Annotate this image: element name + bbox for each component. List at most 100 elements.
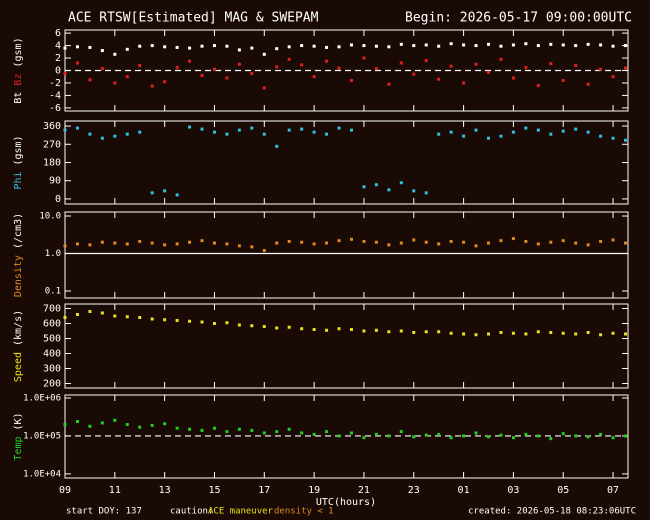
data-point (275, 144, 279, 148)
data-point (163, 80, 167, 84)
data-point (599, 67, 603, 71)
data-point (511, 436, 515, 440)
data-point (100, 311, 104, 315)
data-point (586, 243, 590, 247)
data-point (75, 126, 79, 130)
data-point (188, 59, 192, 63)
data-point (225, 44, 229, 48)
data-point (88, 424, 92, 428)
data-point (188, 240, 192, 244)
y-tick-label: 0.1 (45, 286, 61, 296)
y-tick-label: 0 (55, 194, 61, 205)
data-point (312, 130, 316, 134)
data-point (349, 237, 353, 241)
data-point (536, 330, 540, 334)
x-axis-label: UTC(hours) (316, 497, 376, 508)
y-axis-series-name: Speed (13, 352, 24, 382)
data-point (536, 242, 540, 246)
data-point (586, 82, 590, 86)
y-tick-label: 600 (43, 319, 61, 330)
data-point (225, 76, 229, 80)
y-axis-series-name: Bt (13, 92, 24, 104)
data-point (225, 242, 229, 246)
data-point (300, 44, 304, 48)
data-point (212, 67, 216, 71)
data-point (474, 128, 478, 132)
data-point (100, 67, 104, 71)
data-point (287, 325, 291, 329)
data-point (75, 313, 79, 316)
caution-maneuver: ACE maneuver (208, 507, 274, 517)
y-tick-label: 270 (43, 139, 61, 150)
data-point (212, 44, 216, 48)
data-point (574, 44, 578, 48)
data-point (437, 44, 441, 48)
data-point (275, 47, 279, 51)
data-point (163, 318, 167, 322)
data-point (138, 239, 142, 243)
data-point (200, 44, 204, 48)
data-point (63, 128, 67, 132)
data-point (175, 426, 179, 430)
data-point (536, 128, 540, 132)
data-point (524, 126, 528, 130)
data-point (212, 322, 216, 325)
data-point (437, 330, 441, 334)
data-point (337, 45, 341, 49)
data-point (549, 42, 553, 46)
data-point (424, 191, 428, 195)
data-point (125, 75, 129, 79)
data-point (125, 315, 129, 319)
data-point (374, 44, 378, 48)
data-point (100, 421, 104, 425)
data-point (599, 432, 603, 436)
data-point (524, 432, 528, 436)
data-point (63, 316, 67, 319)
data-point (387, 243, 391, 247)
data-point (399, 241, 403, 245)
data-point (150, 44, 154, 48)
data-point (474, 62, 478, 66)
data-point (399, 42, 403, 46)
data-point (88, 45, 92, 49)
data-point (561, 432, 565, 436)
data-point (549, 62, 553, 66)
data-point (474, 244, 478, 248)
data-point (424, 43, 428, 47)
data-point (337, 126, 341, 130)
data-point (524, 65, 528, 69)
data-point (250, 72, 254, 76)
data-point (511, 76, 515, 80)
data-point (312, 44, 316, 48)
y-axis-label: Bt Bz (gsm) (13, 37, 24, 103)
data-point (163, 243, 167, 247)
data-point (387, 45, 391, 49)
data-point (499, 134, 503, 138)
data-point (325, 430, 329, 434)
data-point (586, 130, 590, 134)
y-axis-series-name: Density (13, 255, 24, 297)
data-point (387, 82, 391, 86)
data-point (462, 434, 466, 438)
data-point (399, 61, 403, 65)
data-point (599, 333, 603, 337)
data-point (262, 431, 266, 435)
data-point (175, 242, 179, 246)
data-point (462, 81, 466, 85)
y-axis-series-name: Temp (13, 436, 24, 460)
data-point (536, 44, 540, 48)
data-point (549, 331, 553, 334)
data-point (611, 136, 615, 140)
data-point (225, 132, 229, 136)
data-point (300, 431, 304, 435)
caution-label: caution: (170, 507, 213, 517)
x-tick-label: 07 (607, 485, 619, 496)
data-point (349, 78, 353, 82)
data-point (561, 129, 565, 133)
data-point (300, 327, 304, 331)
y-tick-label: 1.0 (45, 249, 61, 259)
y-tick-label: 1.0E+05 (23, 431, 61, 441)
data-point (349, 128, 353, 132)
data-point (275, 430, 279, 434)
y-axis-unit: (gsm) (13, 135, 24, 165)
